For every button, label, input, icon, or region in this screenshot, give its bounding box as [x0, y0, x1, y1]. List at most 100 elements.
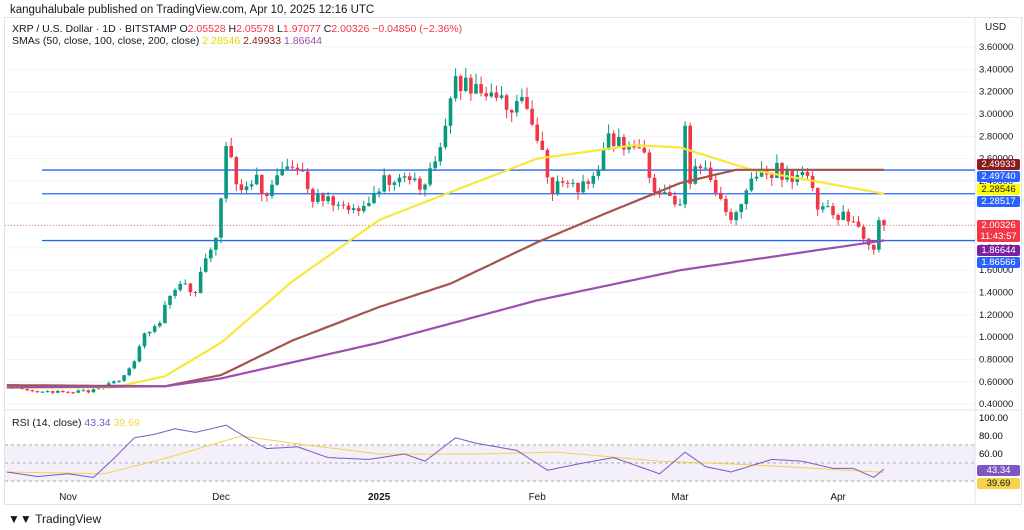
candle-body [341, 204, 346, 206]
rsi-label[interactable]: RSI (14, close) [12, 417, 82, 429]
candle-body [535, 124, 539, 141]
candle-body [50, 391, 55, 393]
candle-body [244, 186, 249, 191]
candle-body [851, 221, 856, 223]
price-tag: 2.28517 [977, 196, 1020, 207]
candle-body [346, 205, 351, 210]
branding-text: TradingView [35, 512, 102, 526]
candle-body [805, 171, 810, 176]
candle-body [428, 168, 432, 185]
candle-body [484, 93, 488, 97]
candle-body [397, 177, 402, 183]
low-value: 1.97077 [282, 23, 321, 35]
candle-body [25, 389, 29, 391]
rsi-tick: 80.00 [979, 431, 1003, 442]
candle-body [362, 205, 366, 212]
rsi-tick: 100.00 [979, 413, 1008, 424]
candle-body [780, 162, 784, 180]
candle-body [280, 169, 284, 176]
price-tick: 3.60000 [979, 42, 1013, 53]
candle-body [193, 292, 198, 294]
candle-body [647, 152, 652, 178]
candle-body [525, 96, 529, 109]
price-tick: 0.40000 [979, 399, 1013, 410]
candle-body [203, 258, 208, 272]
candle-body [377, 191, 381, 194]
candle-body [117, 380, 121, 382]
candle-body [545, 149, 550, 178]
tag-value: 1.86644 [981, 245, 1016, 256]
price-tick: 1.60000 [979, 265, 1013, 276]
candle-body [214, 237, 218, 250]
price-tick: 2.80000 [979, 131, 1013, 142]
candle-body [555, 181, 560, 194]
candle-body [178, 283, 182, 290]
candle-body [163, 304, 167, 324]
tag-value: 2.28517 [981, 196, 1016, 207]
candle-body [433, 161, 437, 169]
candle-body [693, 166, 698, 184]
tag-value: 2.49933 [981, 159, 1016, 170]
sma200-value: 1.86644 [284, 35, 323, 47]
tag-value: 2.49740 [981, 171, 1016, 182]
candle-body [321, 194, 325, 202]
high-label: H [228, 23, 237, 35]
candle-body [601, 149, 606, 170]
candle-body [688, 125, 692, 184]
candle-body [831, 206, 835, 216]
candle-body [494, 92, 499, 98]
candle-body [540, 140, 545, 150]
candle-body [168, 295, 172, 305]
tradingview-logo[interactable]: ▼▼ TradingView [8, 512, 101, 526]
candle-body [642, 147, 647, 153]
candle-body [606, 133, 611, 150]
chart-frame [4, 17, 1022, 505]
candle-body [882, 220, 886, 226]
price-tag: 1.86644 [977, 245, 1020, 256]
candle-body [770, 174, 774, 179]
candle-body [270, 184, 274, 197]
candle-body [627, 146, 631, 150]
candle-body [576, 182, 580, 193]
candle-body [448, 98, 453, 126]
high-value: 2.05578 [236, 23, 275, 35]
candle-body [91, 389, 96, 393]
price-tag: 1.86566 [977, 257, 1020, 268]
rsi-tag: 43.34 [977, 465, 1020, 476]
candle-body [560, 181, 565, 183]
rsi-ma-line [6, 435, 885, 475]
time-tick: 2025 [368, 492, 391, 503]
tag-value: 43.34 [986, 465, 1011, 476]
candle-body [821, 206, 825, 210]
candle-body [331, 196, 335, 206]
candle-body [759, 169, 764, 177]
sma-line-sma200 [6, 239, 885, 389]
candle-body [586, 181, 590, 184]
close-label: C [323, 23, 332, 35]
candle-body [392, 182, 397, 185]
candle-body [530, 108, 534, 125]
currency-label[interactable]: USD [985, 22, 1007, 33]
candle-body [744, 190, 749, 205]
candle-body [713, 180, 718, 193]
candle-body [504, 95, 509, 110]
sma100-value: 2.49933 [243, 35, 282, 47]
candle-body [591, 175, 596, 184]
candle-body [754, 176, 759, 179]
candle-body [316, 194, 320, 202]
candle-body [739, 204, 743, 213]
candle-body [800, 171, 805, 176]
candle-body [749, 178, 754, 191]
rsi-ma-value: 39.69 [113, 417, 140, 429]
sma50-value: 2.28546 [202, 35, 241, 47]
sma-label[interactable]: SMAs (50, close, 100, close, 200, close) [12, 35, 200, 47]
candle-body [443, 125, 448, 148]
rsi-band [5, 445, 975, 481]
symbol-label[interactable]: XRP / U.S. Dollar · 1D · BITSTAMP [12, 23, 177, 35]
candle-body [127, 368, 131, 376]
candle-body [387, 175, 392, 185]
candle-body [836, 215, 840, 220]
candle-body [479, 84, 483, 94]
candle-body [275, 175, 279, 185]
